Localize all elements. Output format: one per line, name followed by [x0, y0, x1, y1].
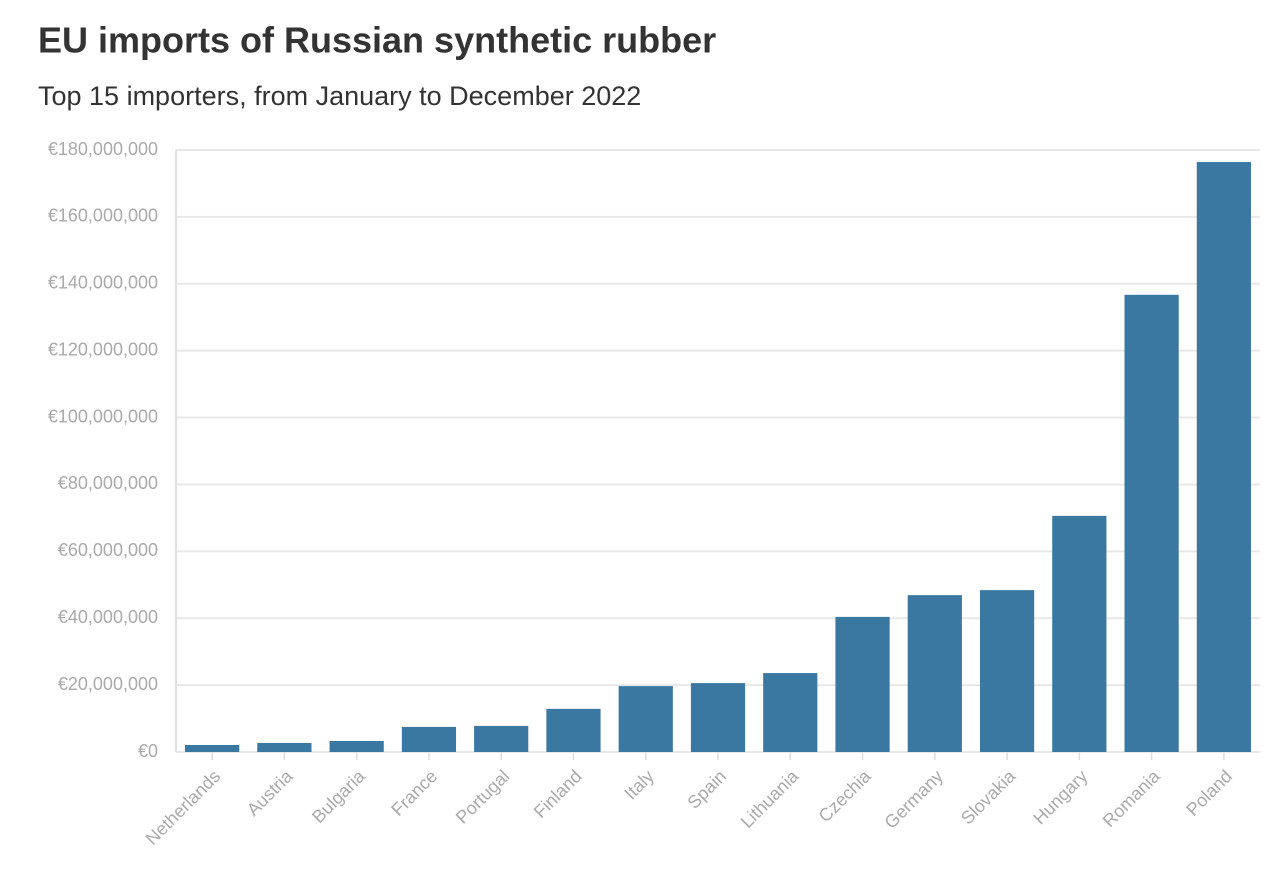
- bar: [546, 708, 601, 752]
- x-tick-label: Finland: [530, 766, 586, 822]
- x-tick-label: Bulgaria: [308, 765, 370, 827]
- y-tick-label: €120,000,000: [48, 339, 158, 359]
- bar: [401, 726, 457, 752]
- y-tick-label: €40,000,000: [58, 607, 158, 627]
- x-tick-label: Slovakia: [957, 765, 1020, 828]
- bar: [835, 616, 890, 752]
- bar: [1052, 515, 1107, 752]
- x-tick-label: Poland: [1182, 766, 1236, 820]
- bar: [329, 740, 384, 752]
- bar: [907, 595, 962, 752]
- bar: [185, 744, 240, 752]
- x-tick-label: Spain: [683, 766, 730, 813]
- x-tick-label: France: [387, 766, 441, 820]
- y-tick-label: €100,000,000: [48, 406, 158, 426]
- x-tick-label: Hungary: [1029, 766, 1091, 828]
- bar: [1124, 294, 1179, 752]
- x-tick-label: Netherlands: [142, 766, 225, 849]
- y-tick-label: €180,000,000: [48, 139, 158, 159]
- chart-title: EU imports of Russian synthetic rubber: [38, 20, 716, 61]
- y-tick-label: €0: [138, 741, 158, 761]
- y-tick-label: €160,000,000: [48, 206, 158, 226]
- bar: [979, 590, 1035, 752]
- x-tick-label: Germany: [880, 766, 946, 832]
- x-tick-label: Austria: [243, 765, 297, 819]
- x-tick-label: Italy: [620, 766, 657, 803]
- y-tick-label: €80,000,000: [58, 473, 158, 493]
- bar: [474, 725, 529, 752]
- y-tick-label: €20,000,000: [58, 674, 158, 694]
- x-tick-label: Romania: [1099, 765, 1165, 831]
- x-tick-label: Lithuania: [737, 765, 804, 832]
- x-tick-label: Czechia: [815, 765, 876, 826]
- bar: [1196, 162, 1251, 753]
- x-tick-label: Portugal: [452, 766, 514, 828]
- bar: [257, 742, 312, 752]
- bar: [690, 683, 746, 752]
- bar: [763, 673, 818, 752]
- y-tick-label: €60,000,000: [58, 540, 158, 560]
- y-tick-label: €140,000,000: [48, 273, 158, 293]
- bar: [618, 686, 673, 752]
- chart-subtitle: Top 15 importers, from January to Decemb…: [38, 81, 641, 111]
